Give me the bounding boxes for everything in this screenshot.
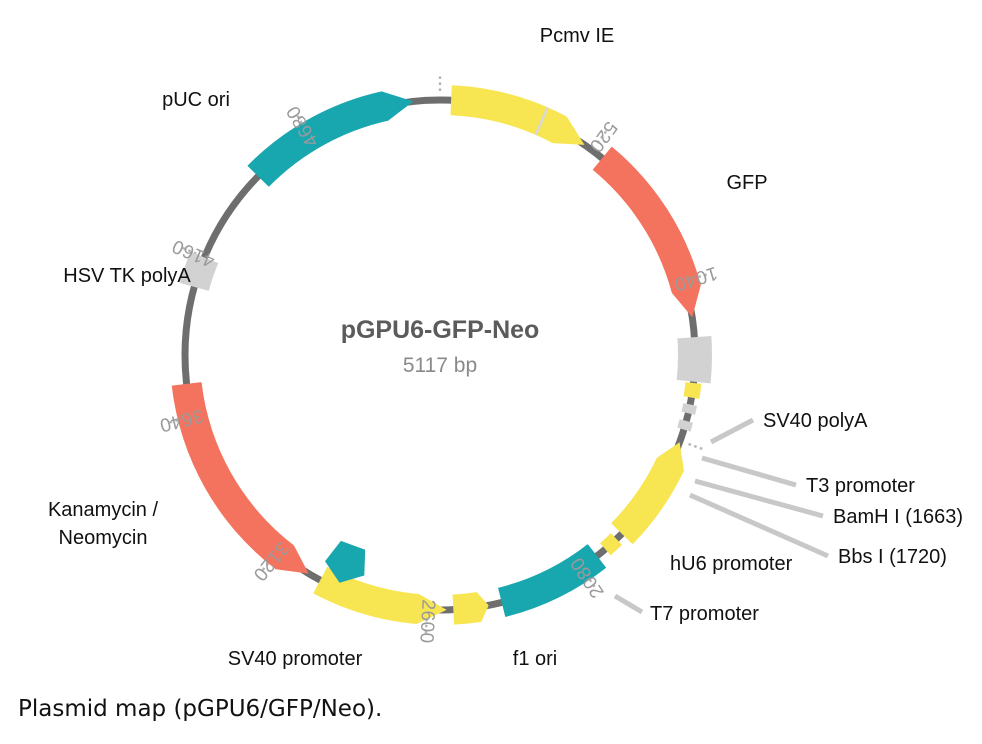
feature-bbsi-1720[interactable] — [677, 419, 694, 432]
feature-label-sv40-polya: SV40 polyA — [763, 410, 868, 432]
leader-line-bbsi-1720 — [688, 492, 830, 559]
leader-lines-group — [613, 417, 830, 615]
feature-label-puc-ori: pUC ori — [162, 89, 230, 111]
feature-gfp[interactable] — [592, 146, 701, 318]
tick-mark — [688, 442, 705, 451]
tick-mark — [295, 113, 306, 129]
feature-label-t7-promoter: T7 promoter — [650, 603, 759, 625]
tick-mark — [692, 272, 710, 280]
feature-hsv-tk-polya[interactable] — [179, 251, 219, 291]
feature-labels-group: Pcmv IE GFP SV40 polyA T3 promoter BamH I (1… — [48, 25, 963, 670]
feature-label-t3-promoter: T3 promoter — [806, 475, 915, 497]
feature-unlabeled-pentagon[interactable] — [325, 540, 366, 583]
tick-mark — [180, 245, 197, 255]
feature-hu6-promoter[interactable] — [611, 442, 684, 545]
tick-mark — [424, 618, 428, 636]
tick-mark — [260, 557, 274, 573]
feature-f1-ori[interactable] — [498, 544, 607, 617]
figure-caption: Plasmid map (pGPU6/GFP/Neo). — [18, 696, 383, 722]
feature-label-sv40-promoter: SV40 promoter — [228, 648, 363, 670]
feature-sv40-small-arrow[interactable] — [452, 592, 489, 625]
feature-sv40-promoter[interactable] — [313, 566, 447, 624]
feature-t7-promoter[interactable] — [600, 533, 623, 556]
tick-mark — [596, 128, 609, 144]
leader-line-sv40-polya — [709, 417, 755, 445]
feature-label-kanamycin-neomycin: Kanamycin / Neomycin — [48, 499, 158, 549]
tick-mark — [167, 417, 185, 425]
leader-line-t3-promoter — [701, 455, 797, 488]
center-text-group: pGPU6-GFP-Neo 5117 bp — [341, 316, 540, 377]
feature-label-bamhi-1663: BamH I (1663) — [833, 506, 963, 528]
leader-line-bamhi-1663 — [694, 478, 824, 519]
plasmid-size-label: 5117 bp — [403, 354, 477, 377]
feature-bamhi-1663[interactable] — [681, 403, 698, 415]
feature-t3-promoter[interactable] — [683, 382, 702, 399]
feature-label-f1-ori: f1 ori — [513, 648, 557, 670]
feature-sv40-polya[interactable] — [676, 336, 713, 384]
tick-marks-group — [167, 74, 710, 636]
feature-puc-ori[interactable] — [247, 91, 414, 187]
feature-label-bbsi-1720: Bbs I (1720) — [838, 546, 947, 568]
tick-mark — [585, 573, 597, 590]
leader-line-t7-promoter — [613, 593, 644, 615]
features-group — [171, 85, 713, 625]
feature-kanamycin-neomycin[interactable] — [171, 382, 309, 574]
feature-divider-pcmv-ie — [534, 106, 549, 136]
plasmid-name: pGPU6-GFP-Neo — [341, 316, 540, 344]
feature-label-hsv-tk-polya: HSV TK polyA — [63, 265, 191, 287]
feature-label-pcmv-ie: Pcmv IE — [540, 25, 614, 47]
feature-label-gfp: GFP — [726, 172, 767, 194]
feature-label-hu6-promoter: hU6 promoter — [670, 553, 793, 575]
tick-label: 2600 — [415, 599, 438, 644]
feature-pcmv-ie[interactable] — [450, 85, 585, 145]
